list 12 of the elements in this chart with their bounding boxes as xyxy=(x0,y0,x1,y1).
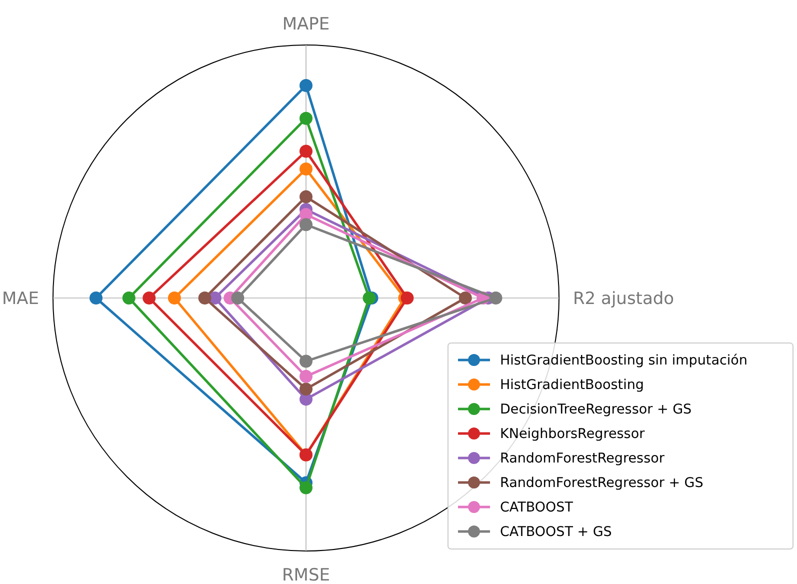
spoke-label: MAE xyxy=(2,288,39,309)
legend-label: HistGradientBoosting sin imputación xyxy=(500,352,748,369)
legend-label: RandomForestRegressor xyxy=(500,450,665,467)
legend-label: KNeighborsRegressor xyxy=(500,426,646,442)
spoke-label: R2 ajustado xyxy=(573,288,674,309)
spoke-label: RMSE xyxy=(282,565,330,584)
legend-label: HistGradientBoosting xyxy=(500,377,644,394)
spoke-label: MAPE xyxy=(282,14,330,34)
legend-label: DecisionTreeRegressor + GS xyxy=(500,402,692,418)
legend-label: CATBOOST + GS xyxy=(500,524,612,540)
legend-label: CATBOOST xyxy=(500,500,574,516)
legend-label: RandomForestRegressor + GS xyxy=(500,475,704,492)
